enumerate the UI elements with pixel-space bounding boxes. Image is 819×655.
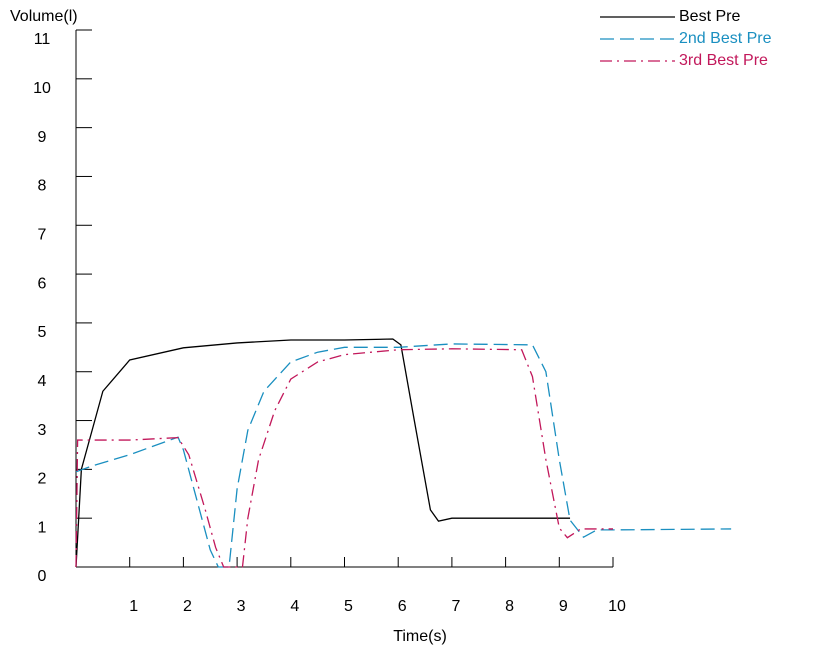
x-tick-label: 7 (451, 598, 460, 615)
y-tick-label: 10 (33, 80, 51, 97)
x-tick-label: 3 (237, 598, 246, 615)
x-tick-label: 5 (344, 598, 353, 615)
x-tick-label: 10 (608, 598, 626, 615)
y-tick-label: 6 (38, 275, 47, 292)
x-tick-label: 9 (559, 598, 568, 615)
y-axis-label: Volume(l) (10, 8, 78, 25)
series-line (75, 338, 571, 568)
x-tick-label: 1 (129, 598, 138, 615)
legend-label: 3rd Best Pre (679, 52, 768, 69)
series-line (75, 343, 732, 568)
y-tick-label: 0 (38, 568, 47, 585)
y-tick-label: 11 (34, 31, 51, 48)
series-line (75, 348, 613, 568)
y-tick-label: 1 (38, 519, 47, 536)
y-tick-label: 4 (38, 373, 47, 390)
x-tick-label: 6 (398, 598, 407, 615)
y-tick-label: 9 (38, 129, 47, 146)
x-axis-label: Time(s) (393, 628, 447, 645)
y-tick-label: 7 (38, 226, 47, 243)
x-tick-label: 4 (290, 598, 299, 615)
y-tick-label: 2 (38, 471, 47, 488)
y-tick-label: 8 (38, 178, 47, 195)
y-tick-label: 3 (38, 422, 47, 439)
x-tick-label: 8 (505, 598, 514, 615)
legend-label: Best Pre (679, 8, 740, 25)
x-tick-label: 2 (183, 598, 192, 615)
y-tick-label: 5 (38, 324, 47, 341)
legend-label: 2nd Best Pre (679, 30, 772, 47)
